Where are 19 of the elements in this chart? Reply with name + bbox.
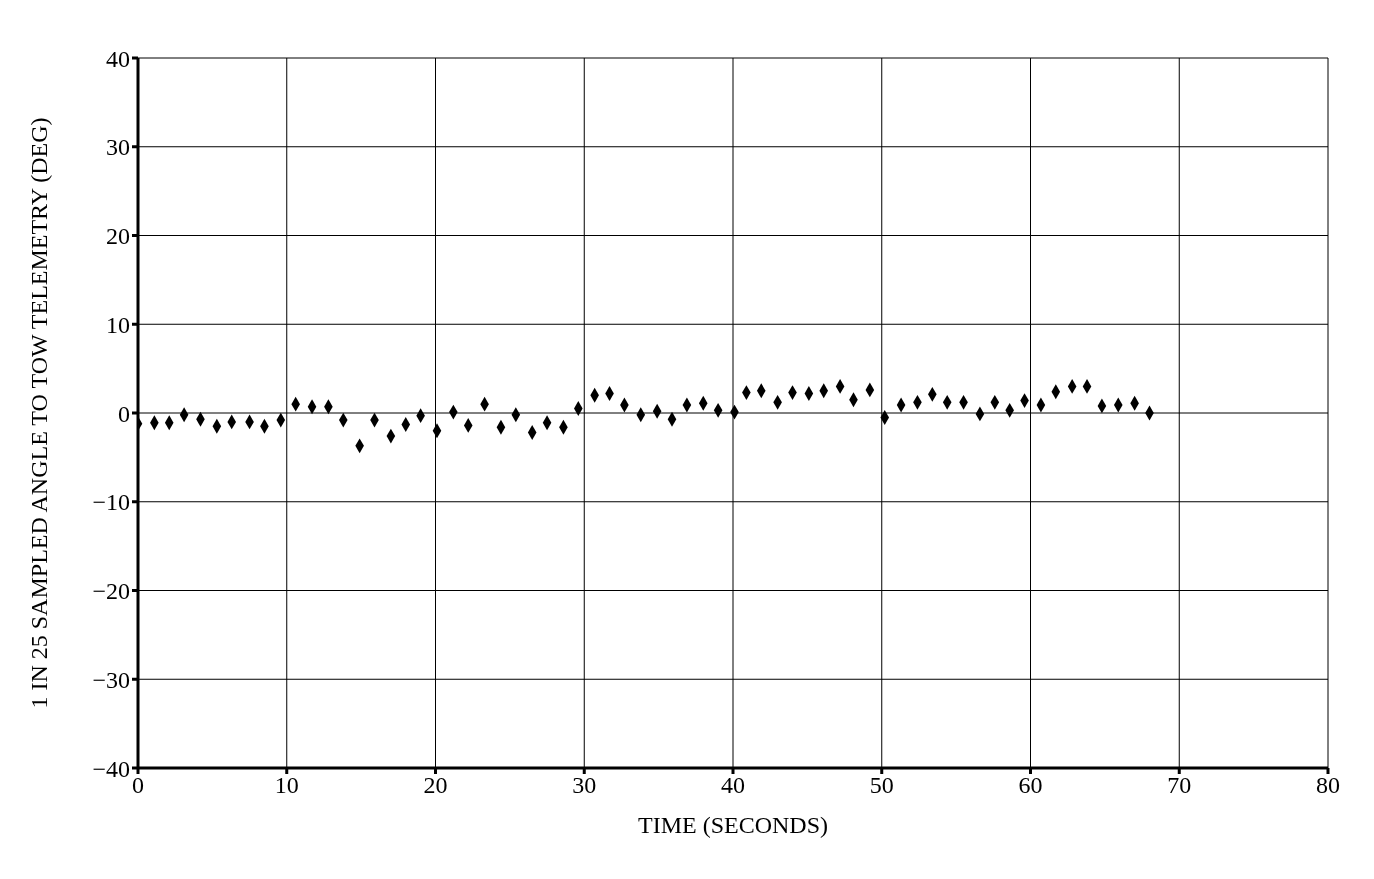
y-tick-label: 0 <box>118 400 130 427</box>
x-tick-label: 20 <box>423 772 448 799</box>
x-tick-label: 70 <box>1167 772 1192 799</box>
y-tick-label: 40 <box>106 45 130 72</box>
x-tick-label: 50 <box>869 772 894 799</box>
x-tick-label: 80 <box>1316 772 1340 799</box>
y-tick-label: −20 <box>92 578 130 605</box>
y-tick-label: 30 <box>106 134 130 161</box>
y-tick-label: −40 <box>92 755 130 782</box>
x-tick-label: 60 <box>1018 772 1043 799</box>
x-tick-label: 10 <box>274 772 299 799</box>
y-tick-label: 20 <box>106 223 130 250</box>
x-tick-label: 40 <box>721 772 745 799</box>
x-axis-title: TIME (SECONDS) <box>638 812 828 838</box>
y-tick-label: −10 <box>92 489 130 516</box>
y-axis-title: 1 IN 25 SAMPLED ANGLE TO TOW TELEMETRY (DEG) <box>25 117 52 709</box>
x-tick-label: 30 <box>572 772 597 799</box>
y-tick-label: −30 <box>92 666 130 693</box>
y-tick-label: 10 <box>106 311 130 338</box>
